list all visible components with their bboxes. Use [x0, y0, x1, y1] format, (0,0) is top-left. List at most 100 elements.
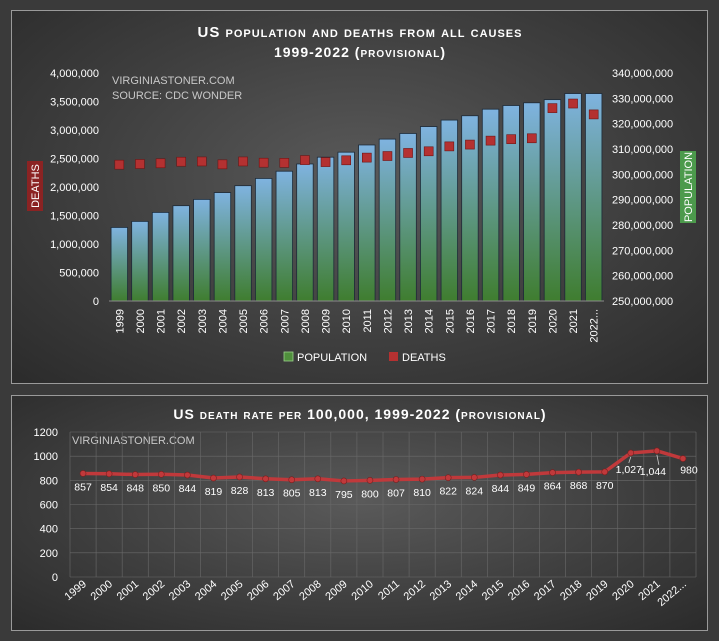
y-tick-label: 800 [40, 475, 58, 487]
y-right-tick-label: 300,000,000 [612, 169, 673, 181]
y-tick-label: 600 [40, 500, 58, 512]
deaths-marker [341, 155, 351, 166]
deaths-marker [382, 151, 393, 161]
x-tick-label: 2018 [506, 309, 518, 333]
deaths-marker [423, 146, 434, 157]
watermark-source: SOURCE: CDC WONDER [112, 90, 242, 102]
deaths-marker [485, 135, 496, 146]
x-tick-label: 2008 [300, 309, 312, 333]
y-tick-label: 1000 [34, 451, 58, 463]
chart-title: US population and deaths from all causes [198, 24, 523, 41]
death-rate-point [157, 470, 165, 478]
deaths-marker [135, 159, 145, 169]
chart-title: US death rate per 100,000, 1999-2022 (pr… [173, 406, 546, 422]
death-rate-point [366, 477, 374, 484]
death-rate-point [340, 477, 348, 485]
x-tick-label: 2004 [193, 578, 219, 603]
data-label: 813 [309, 487, 327, 499]
x-tick-label: 2019 [527, 309, 539, 333]
death-rate-point [575, 468, 582, 476]
data-label: 854 [100, 482, 118, 494]
x-tick-label: 2004 [217, 309, 229, 333]
deaths-marker [176, 156, 186, 167]
deaths-marker [217, 159, 228, 170]
deaths-marker [320, 157, 331, 167]
y-right-tick-label: 310,000,000 [612, 144, 673, 156]
y-left-tick-label: 500,000 [59, 268, 99, 280]
death-rate-line [83, 449, 684, 483]
data-label: 844 [492, 483, 510, 495]
population-bar [337, 151, 355, 302]
x-tick-label: 2008 [297, 578, 323, 603]
population-bar [296, 163, 314, 302]
population-bar [172, 205, 190, 302]
death-rate-point [497, 471, 504, 479]
x-tick-label: 2005 [238, 309, 250, 333]
chart-subtitle: 1999-2022 (provisional) [274, 44, 446, 60]
x-tick-label: 2013 [403, 309, 415, 333]
data-label: 864 [544, 481, 562, 493]
population-bar [564, 93, 582, 302]
x-tick-label: 2006 [245, 578, 271, 603]
watermark-site: VIRGINIASTONER.COM [112, 75, 235, 87]
deaths-marker [568, 98, 578, 109]
y-tick-label: 1200 [34, 427, 58, 439]
legend-deaths-label: DEATHS [402, 352, 446, 364]
data-label: 844 [179, 483, 197, 495]
x-tick-label: 2015 [444, 309, 456, 333]
x-tick-label: 2016 [465, 309, 477, 333]
deaths-marker [300, 155, 310, 165]
data-label: 868 [570, 480, 588, 492]
death-rate-point [131, 471, 139, 478]
deaths-marker [403, 148, 413, 158]
y-right-tick-label: 270,000,000 [612, 245, 673, 257]
x-tick-label: 2019 [584, 578, 610, 603]
y-left-tick-label: 0 [93, 296, 99, 308]
population-bar [399, 133, 417, 302]
deaths-axis-label-box [27, 161, 43, 211]
x-tick-label: 2018 [558, 578, 584, 603]
x-tick-label: 2003 [167, 578, 193, 603]
deaths-marker [155, 158, 166, 169]
y-right-tick-label: 260,000,000 [612, 271, 673, 283]
population-bar [213, 192, 232, 302]
death-rate-point [392, 476, 400, 483]
x-tick-label: 2010 [341, 309, 353, 333]
x-tick-label: 2013 [428, 578, 454, 603]
x-tick-label: 2009 [323, 578, 349, 603]
death-rate-point [679, 455, 687, 462]
data-label: 857 [74, 481, 92, 493]
x-tick-label: 2016 [506, 578, 532, 603]
x-tick-label: 2020 [610, 578, 636, 603]
population-bar [275, 170, 293, 302]
y-left-tick-label: 4,000,000 [50, 68, 99, 80]
watermark-site: VIRGINIASTONER.COM [72, 435, 195, 447]
population-bar [316, 156, 335, 302]
death-rate-point [418, 475, 426, 483]
deaths-marker [362, 152, 372, 163]
legend: POPULATION DEATHS [283, 351, 446, 364]
x-tick-label: 2011 [376, 578, 402, 602]
data-label: 828 [231, 485, 249, 497]
y-tick-label: 0 [52, 572, 58, 584]
y-right-tick-label: 280,000,000 [612, 220, 673, 232]
death-rate-panel: US death rate per 100,000, 1999-2022 (pr… [11, 395, 708, 631]
data-label: 805 [283, 488, 301, 500]
death-rate-point [627, 449, 635, 457]
x-tick-label: 2001 [115, 578, 141, 603]
data-label: 810 [413, 487, 431, 499]
x-tick-label: 2006 [259, 309, 271, 333]
death-rate-point [523, 471, 530, 478]
data-label: 850 [153, 482, 171, 494]
deaths-marker [506, 134, 516, 144]
x-tick-label: 2017 [486, 309, 498, 333]
data-label-leader [656, 454, 660, 465]
x-tick-label: 2014 [454, 578, 480, 603]
death-rate-point [262, 475, 269, 483]
population-bar [543, 99, 562, 302]
deaths-marker [444, 141, 455, 152]
death-rate-point [549, 469, 556, 476]
legend-deaths-swatch [389, 352, 398, 361]
deaths-marker [114, 159, 125, 170]
y-tick-label: 200 [40, 548, 58, 560]
